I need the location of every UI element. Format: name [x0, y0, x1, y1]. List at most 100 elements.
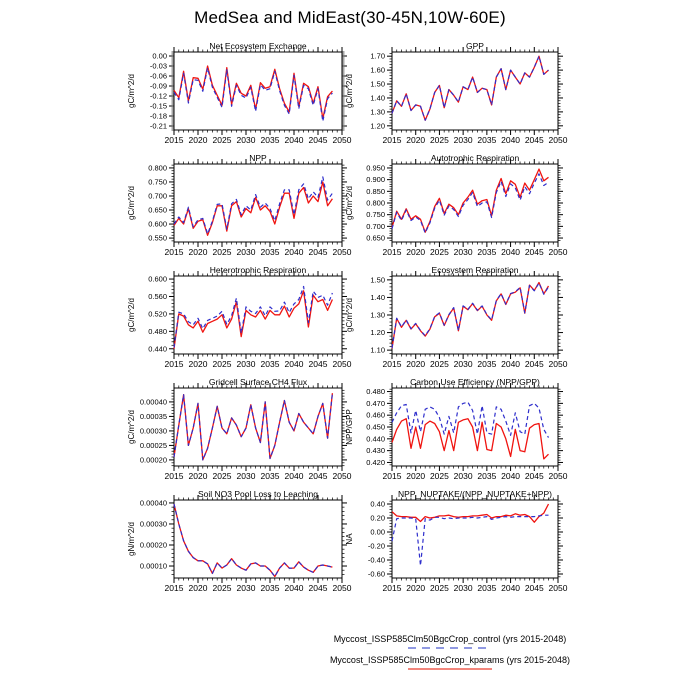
legend-entry-kparams: Myccost_ISSP585Clm50BgcCrop_kparams (yrs…	[330, 654, 570, 670]
legend-line-control-dashed	[407, 647, 492, 649]
y-tick-label: 1.20	[370, 121, 385, 130]
y-axis-label: gN/m^2/d	[127, 522, 136, 556]
panel-title: Ecosystem Respiration	[432, 265, 519, 275]
x-tick-label: 2040	[285, 471, 304, 481]
y-tick-label: 0.650	[148, 206, 167, 215]
y-tick-label: 0.750	[148, 177, 167, 186]
x-tick-label: 2015	[383, 247, 402, 257]
panel-title: Net Ecosystem Exchange	[209, 41, 307, 51]
x-tick-label: 2045	[309, 247, 328, 257]
panel-title: GPP	[466, 41, 484, 51]
y-tick-label: -0.20	[368, 542, 385, 551]
y-tick-label: -0.03	[150, 62, 167, 71]
y-tick-label: 0.560	[148, 292, 167, 301]
panel-heterotrophic-respiration: 2015 2020 2025 2030 2035 2040 2045 2050 0.440 0.4…	[127, 265, 352, 369]
x-tick-label: 2050	[333, 247, 352, 257]
x-tick-label: 2035	[261, 359, 280, 369]
y-tick-label: 0.850	[366, 187, 385, 196]
panel-npp-nuptake-ratio: 2015 2020 2025 2030 2035 2040 2045 2050 -0.60 -0.…	[345, 489, 568, 593]
y-tick-label: 0.700	[148, 191, 167, 200]
legend: Myccost_ISSP585Clm50BgcCrop_control (yrs…	[200, 633, 700, 675]
y-tick-label: 0.00030	[140, 519, 167, 528]
x-tick-label: 2015	[165, 359, 184, 369]
y-tick-label: 0.440	[148, 344, 167, 353]
y-tick-label: 0.950	[366, 163, 385, 172]
panel-soil-no3-pool-loss-to-leaching: 2015 2020 2025 2030 2035 2040 2045 2050 0.00010 0…	[127, 489, 352, 593]
x-tick-label: 2035	[477, 471, 496, 481]
y-axis-label: gC/m^2/d	[127, 186, 136, 220]
y-tick-label: 1.50	[370, 275, 385, 284]
x-tick-label: 2015	[383, 583, 402, 593]
y-tick-label: 1.20	[370, 328, 385, 337]
y-axis-label: gC/m^2/d	[345, 298, 354, 332]
series-control-line	[391, 514, 549, 567]
series-control-line	[391, 401, 550, 438]
y-tick-label: 0.650	[366, 234, 385, 243]
y-axis-label: gC/m^2/d	[345, 74, 354, 108]
x-tick-label: 2050	[333, 471, 352, 481]
series-kparams-line	[391, 418, 549, 460]
y-tick-label: 0.00010	[140, 562, 167, 571]
plot-frame	[391, 275, 559, 355]
x-tick-label: 2020	[189, 583, 208, 593]
y-tick-label: 0.600	[148, 275, 167, 284]
x-tick-label: 2030	[237, 135, 256, 145]
y-axis-label: gC/m^2/d	[127, 410, 136, 444]
x-tick-label: 2045	[309, 359, 328, 369]
y-tick-label: 0.00020	[140, 540, 167, 549]
y-tick-label: 0.00	[152, 52, 167, 61]
panel-title: NPP_NUPTAKE/(NPP_NUPTAKE+NPP)	[398, 489, 552, 499]
panel-net-ecosystem-exchange: 2015 2020 2025 2030 2035 2040 2045 20500.00-0.0…	[127, 41, 352, 145]
x-tick-label: 2030	[237, 471, 256, 481]
x-tick-label: 2050	[549, 471, 568, 481]
series-kparams-line	[173, 503, 333, 578]
series-control-line	[173, 67, 333, 122]
plot-frame	[391, 387, 559, 467]
panel-title: Soil NO3 Pool Loss to Leaching	[198, 489, 318, 499]
plot-frame	[391, 499, 559, 579]
x-tick-label: 2025	[430, 583, 449, 593]
series-kparams-line	[391, 281, 550, 349]
series-control-line	[173, 393, 333, 461]
x-tick-label: 2015	[383, 135, 402, 145]
x-tick-label: 2035	[261, 135, 280, 145]
panel-title: Gridcell Surface CH4 Flux	[209, 377, 308, 387]
panel-npp: 2015 2020 2025 2030 2035 2040 2045 2050 0.550 0.6…	[127, 153, 352, 257]
x-tick-label: 2050	[549, 583, 568, 593]
x-tick-label: 2035	[477, 135, 496, 145]
x-tick-label: 2030	[454, 359, 473, 369]
plot-frame	[391, 51, 559, 131]
series-control-line	[391, 55, 549, 121]
series-kparams-line	[173, 181, 333, 236]
x-tick-label: 2045	[309, 135, 328, 145]
y-tick-label: 0.00025	[140, 441, 167, 450]
x-tick-label: 2015	[165, 471, 184, 481]
x-tick-label: 2025	[430, 359, 449, 369]
plot-frame	[391, 163, 559, 243]
y-tick-label: 0.750	[366, 210, 385, 219]
plot-frame	[173, 275, 343, 355]
series-control-line	[173, 285, 333, 348]
plot-frame	[173, 499, 343, 579]
y-tick-label: 0.700	[366, 222, 385, 231]
page-title: MedSea and MidEast(30-45N,10W-60E)	[194, 8, 506, 27]
x-tick-label: 2040	[501, 583, 520, 593]
panel-title: Autotrophic Respiration	[431, 153, 520, 163]
panel-title: Carbon Use Efficiency (NPP/GPP)	[410, 377, 540, 387]
y-tick-label: 1.40	[370, 93, 385, 102]
y-tick-label: 1.10	[370, 346, 385, 355]
y-tick-label: 1.50	[370, 80, 385, 89]
y-tick-label: 0.460	[366, 411, 385, 420]
x-tick-label: 2050	[333, 583, 352, 593]
series-control-line	[173, 503, 333, 578]
panel-gridcell-surface-ch4-flux: 2015 2020 2025 2030 2035 2040 2045 2050 0.00020 0…	[127, 377, 352, 481]
y-tick-label: -0.12	[150, 92, 167, 101]
x-tick-label: 2050	[549, 135, 568, 145]
x-tick-label: 2025	[213, 247, 232, 257]
x-tick-label: 2040	[501, 359, 520, 369]
y-tick-label: -0.40	[368, 556, 385, 565]
x-tick-label: 2045	[525, 247, 544, 257]
y-tick-label: -0.09	[150, 82, 167, 91]
x-tick-label: 2030	[237, 583, 256, 593]
x-tick-label: 2025	[213, 359, 232, 369]
